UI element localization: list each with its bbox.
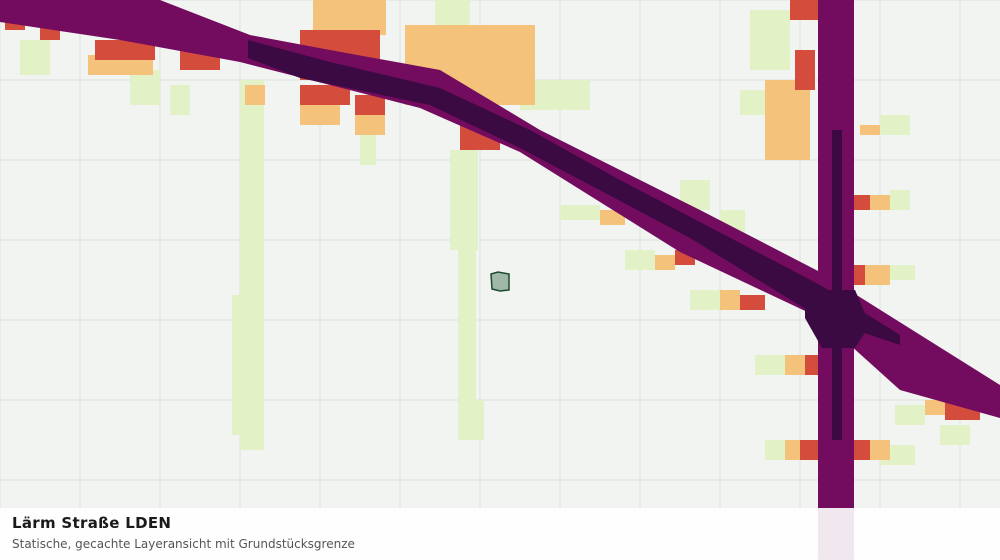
- noise-patch: [750, 10, 790, 70]
- legend-subtitle: Statische, gecachte Layeransicht mit Gru…: [12, 537, 355, 551]
- noise-patch: [765, 80, 810, 160]
- noise-patch: [95, 40, 155, 60]
- noise-patch: [20, 40, 50, 75]
- noise-patch: [925, 400, 945, 415]
- noise-patch: [355, 115, 385, 135]
- noise-patch: [655, 255, 675, 270]
- noise-patch: [860, 125, 880, 135]
- noise-patch: [805, 355, 820, 375]
- noise-patch: [355, 95, 385, 115]
- noise-patch: [865, 265, 890, 285]
- noise-patch: [800, 440, 820, 460]
- noise-patch: [130, 70, 160, 105]
- legend-title: Lärm Straße LDEN: [12, 514, 172, 532]
- noise-patch: [895, 405, 925, 425]
- noise-patch: [890, 190, 910, 210]
- noise-patch: [785, 355, 805, 375]
- road-noise-peak: [832, 130, 842, 440]
- noise-patch: [245, 85, 265, 105]
- noise-patch: [435, 0, 470, 25]
- road-noise-high: [0, 0, 1000, 418]
- noise-patch: [458, 250, 476, 440]
- noise-patch: [560, 205, 600, 220]
- noise-patch: [870, 195, 890, 210]
- noise-patch: [720, 290, 740, 310]
- noise-patch: [755, 355, 785, 375]
- noise-patch: [450, 150, 478, 250]
- noise-patch: [850, 195, 870, 210]
- noise-patch: [313, 0, 386, 35]
- noise-patch: [790, 0, 818, 20]
- noise-patch: [170, 85, 190, 115]
- noise-patch: [625, 250, 655, 270]
- legend-panel: Lärm Straße LDEN Statische, gecachte Lay…: [0, 508, 1000, 560]
- noise-patch: [300, 85, 350, 105]
- noise-patch: [600, 210, 625, 225]
- noise-patch: [880, 115, 910, 135]
- noise-patch: [850, 440, 870, 460]
- noise-patch: [870, 440, 890, 460]
- road-noise-peak: [805, 290, 870, 348]
- noise-patch: [940, 425, 970, 445]
- noise-patch: [740, 295, 765, 310]
- noise-patch: [890, 265, 915, 280]
- noise-patch: [460, 400, 484, 440]
- parcel-boundary[interactable]: [490, 271, 510, 292]
- noise-patch: [795, 50, 815, 90]
- noise-patch: [232, 295, 244, 435]
